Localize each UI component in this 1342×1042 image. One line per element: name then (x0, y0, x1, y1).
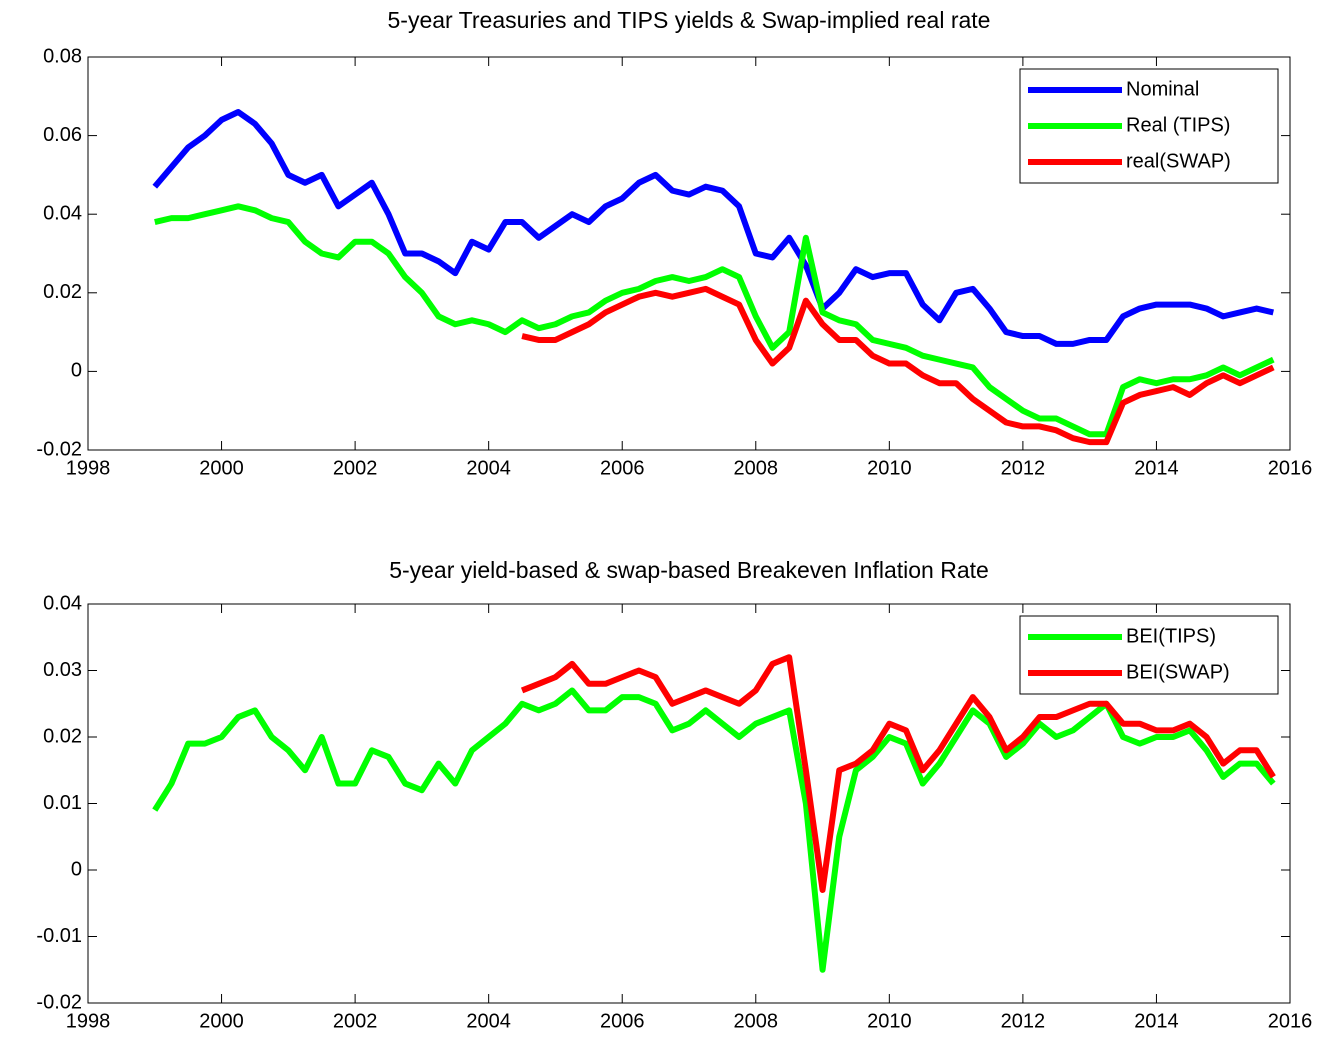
chart-title: 5-year Treasuries and TIPS yields & Swap… (388, 7, 991, 33)
legend-label: Real (TIPS) (1126, 114, 1230, 136)
y-tick-label: 0 (71, 360, 82, 382)
x-tick-label: 2006 (600, 1010, 645, 1032)
y-tick-label: 0.08 (43, 45, 82, 67)
y-tick-label: 0.02 (43, 281, 82, 303)
y-tick-label: 0 (71, 858, 82, 880)
chart-title: 5-year yield-based & swap-based Breakeve… (389, 557, 989, 583)
series-line (154, 203, 1275, 438)
x-tick-label: 1998 (66, 1010, 111, 1032)
x-tick-label: 2006 (600, 457, 645, 479)
x-tick-label: 1998 (66, 457, 111, 479)
x-tick-label: 2000 (199, 1010, 244, 1032)
x-tick-label: 2002 (333, 457, 378, 479)
legend-label: BEI(SWAP) (1126, 661, 1230, 683)
x-tick-label: 2004 (466, 457, 511, 479)
y-tick-label: 0.06 (43, 124, 82, 146)
legend-label: Nominal (1126, 78, 1199, 100)
x-tick-label: 2010 (867, 457, 912, 479)
x-tick-label: 2008 (734, 1010, 779, 1032)
x-tick-label: 2014 (1134, 457, 1179, 479)
y-tick-label: 0.03 (43, 659, 82, 681)
y-tick-label: 0.01 (43, 792, 82, 814)
y-tick-label: 0.02 (43, 725, 82, 747)
y-tick-label: 0.04 (43, 202, 82, 224)
series-line (152, 109, 1274, 347)
legend-box (1019, 615, 1279, 695)
legend-label: real(SWAP) (1126, 150, 1231, 172)
series-line (521, 285, 1275, 446)
series-line (152, 687, 1276, 973)
x-tick-label: 2012 (1001, 457, 1046, 479)
legend: Nominal Real (TIPS) real(SWAP) (1019, 68, 1279, 184)
y-tick-label: 0.04 (43, 592, 82, 614)
x-tick-label: 2016 (1268, 1010, 1313, 1032)
y-tick-label: -0.02 (36, 991, 82, 1013)
x-tick-label: 2014 (1134, 1010, 1179, 1032)
y-tick-label: -0.01 (36, 925, 82, 947)
legend: BEI(TIPS) BEI(SWAP) (1019, 615, 1279, 695)
series-line (520, 654, 1276, 893)
axes-box (87, 603, 1291, 1004)
x-tick-label: 2004 (466, 1010, 511, 1032)
x-tick-label: 2010 (867, 1010, 912, 1032)
x-tick-label: 2000 (199, 457, 244, 479)
x-tick-label: 2008 (734, 457, 779, 479)
legend-label: BEI(TIPS) (1126, 625, 1216, 647)
x-tick-label: 2002 (333, 1010, 378, 1032)
x-tick-label: 2016 (1268, 457, 1313, 479)
x-tick-label: 2012 (1001, 1010, 1046, 1032)
axes-box (87, 56, 1291, 451)
y-tick-label: -0.02 (36, 438, 82, 460)
